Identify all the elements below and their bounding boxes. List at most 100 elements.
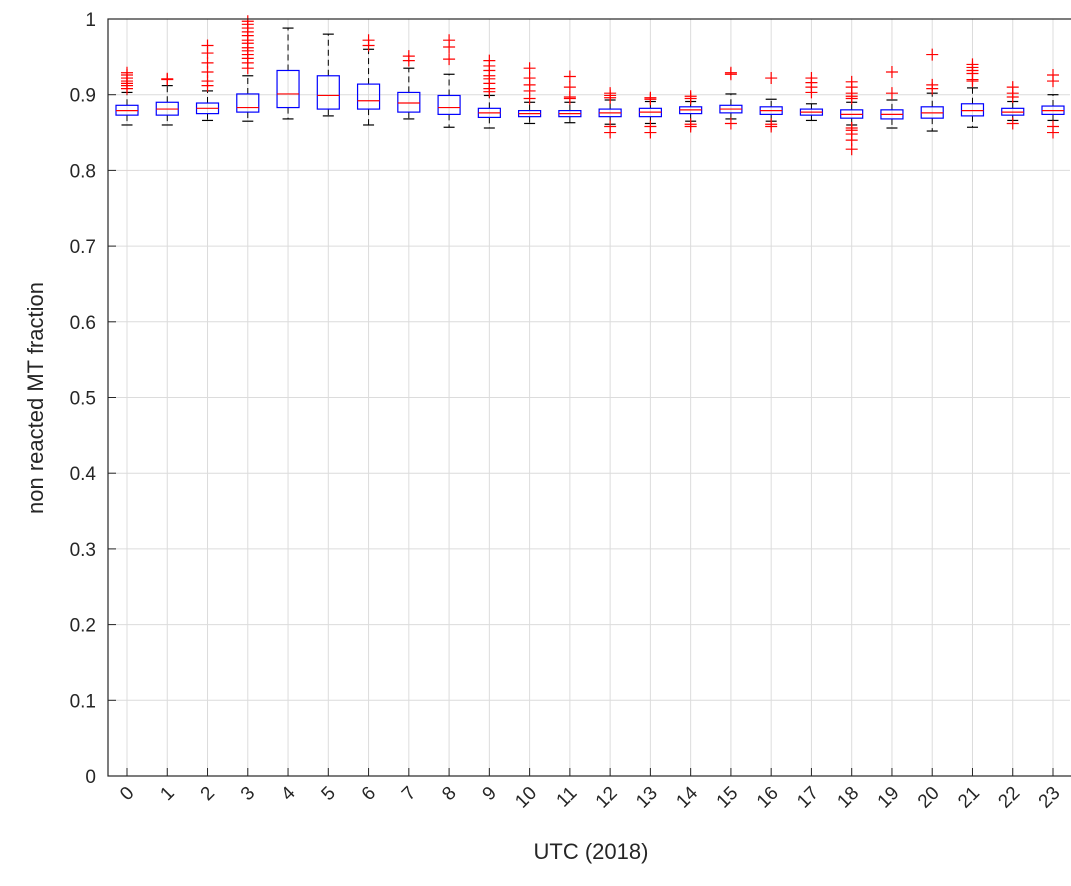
box-1 bbox=[155, 72, 179, 126]
outlier-point bbox=[885, 87, 898, 100]
x-tick-label: 5 bbox=[318, 783, 340, 805]
box-12 bbox=[598, 87, 622, 139]
outlier-marker bbox=[1006, 81, 1019, 94]
box-4 bbox=[276, 27, 300, 120]
outlier-point bbox=[362, 34, 375, 47]
outlier-marker bbox=[885, 65, 898, 78]
outlier-marker bbox=[926, 48, 939, 61]
outlier-point bbox=[926, 78, 939, 91]
outlier-marker bbox=[563, 70, 576, 83]
outlier-point bbox=[684, 90, 697, 103]
x-tick-label: 6 bbox=[358, 783, 380, 805]
box-3 bbox=[236, 15, 260, 122]
outlier-point bbox=[1047, 69, 1059, 82]
outlier-point bbox=[563, 70, 576, 83]
outlier-point bbox=[684, 118, 697, 131]
box-11 bbox=[558, 70, 582, 124]
outlier-point bbox=[241, 15, 254, 28]
outlier-point bbox=[443, 34, 456, 47]
outlier-point bbox=[926, 48, 939, 61]
outlier-marker bbox=[684, 118, 697, 131]
box-18 bbox=[840, 75, 864, 156]
y-tick-label: 0.7 bbox=[70, 237, 96, 258]
y-tick-label: 0.3 bbox=[70, 540, 96, 561]
y-tick-label: 0.6 bbox=[70, 313, 96, 334]
outlier-point bbox=[604, 120, 617, 133]
outlier-point bbox=[563, 81, 576, 94]
outlier-marker bbox=[121, 66, 133, 79]
outlier-marker bbox=[684, 90, 697, 103]
outlier-marker bbox=[1006, 117, 1019, 130]
y-tick-label: 1 bbox=[85, 10, 96, 31]
outlier-point bbox=[845, 75, 858, 88]
outlier-point bbox=[443, 53, 456, 66]
outlier-marker bbox=[845, 75, 858, 88]
box-21 bbox=[960, 58, 985, 128]
outlier-point bbox=[765, 72, 778, 85]
outlier-marker bbox=[885, 87, 898, 100]
outlier-point bbox=[121, 66, 133, 79]
y-tick-label: 0.8 bbox=[70, 161, 96, 182]
outlier-marker bbox=[724, 117, 737, 130]
x-tick-label: 19 bbox=[874, 783, 904, 813]
x-tick-label: 10 bbox=[511, 783, 541, 813]
x-tick-label: 23 bbox=[1035, 783, 1065, 813]
outlier-marker bbox=[241, 15, 254, 28]
outlier-point bbox=[523, 62, 536, 75]
outlier-point bbox=[604, 87, 617, 100]
outlier-point bbox=[724, 66, 737, 79]
box-10 bbox=[518, 62, 542, 125]
outlier-point bbox=[885, 65, 898, 78]
outlier-marker bbox=[523, 62, 536, 75]
outlier-marker bbox=[563, 81, 576, 94]
x-tick-label: 8 bbox=[438, 783, 460, 805]
y-axis-label: non reacted MT fraction bbox=[23, 282, 48, 514]
box-17 bbox=[799, 72, 824, 122]
x-tick-label: 22 bbox=[994, 783, 1024, 813]
outlier-marker bbox=[644, 120, 657, 133]
x-tick-label: 0 bbox=[116, 783, 138, 805]
outlier-marker bbox=[201, 39, 214, 52]
x-tick-label: 12 bbox=[592, 783, 622, 813]
box-body bbox=[356, 83, 381, 110]
box-14 bbox=[679, 90, 703, 133]
outlier-marker bbox=[362, 34, 375, 47]
box-body bbox=[236, 93, 260, 113]
x-axis: 0 1 2 3 4 5 6 7 8 9 10 11 12 13 14 15 16 17 18 19 20 21 22 23 bbox=[116, 768, 1065, 813]
x-tick-label: 7 bbox=[398, 783, 420, 805]
outlier-marker bbox=[604, 120, 617, 133]
x-tick-label: 20 bbox=[914, 783, 944, 813]
outlier-point bbox=[161, 72, 174, 85]
outlier-point bbox=[845, 122, 858, 135]
outlier-point bbox=[1006, 117, 1019, 130]
outlier-marker bbox=[483, 54, 496, 67]
x-tick-label: 2 bbox=[197, 783, 219, 805]
plot-area bbox=[115, 15, 1065, 156]
box-8 bbox=[437, 34, 461, 128]
x-tick-label: 16 bbox=[753, 783, 783, 813]
outlier-marker bbox=[765, 72, 778, 85]
outlier-point bbox=[966, 58, 979, 71]
outlier-point bbox=[765, 118, 778, 131]
x-tick-label: 1 bbox=[156, 783, 178, 805]
grid bbox=[108, 18, 1070, 777]
x-tick-label: 17 bbox=[793, 783, 823, 813]
x-tick-label: 18 bbox=[833, 783, 863, 813]
outlier-point bbox=[724, 117, 737, 130]
outlier-point bbox=[644, 91, 657, 104]
y-tick-label: 0.1 bbox=[70, 691, 96, 712]
x-tick-label: 13 bbox=[632, 783, 662, 813]
box-9 bbox=[477, 54, 501, 129]
outlier-point bbox=[644, 120, 657, 133]
box-20 bbox=[920, 48, 944, 132]
outlier-marker bbox=[443, 34, 456, 47]
outlier-point bbox=[1047, 120, 1059, 133]
box-2 bbox=[195, 39, 220, 122]
outlier-point bbox=[805, 72, 818, 85]
outlier-marker bbox=[805, 72, 818, 85]
box-0 bbox=[115, 66, 139, 126]
outlier-marker bbox=[402, 50, 415, 63]
outlier-point bbox=[201, 39, 214, 52]
box-6 bbox=[356, 34, 381, 126]
box-body bbox=[397, 91, 421, 113]
